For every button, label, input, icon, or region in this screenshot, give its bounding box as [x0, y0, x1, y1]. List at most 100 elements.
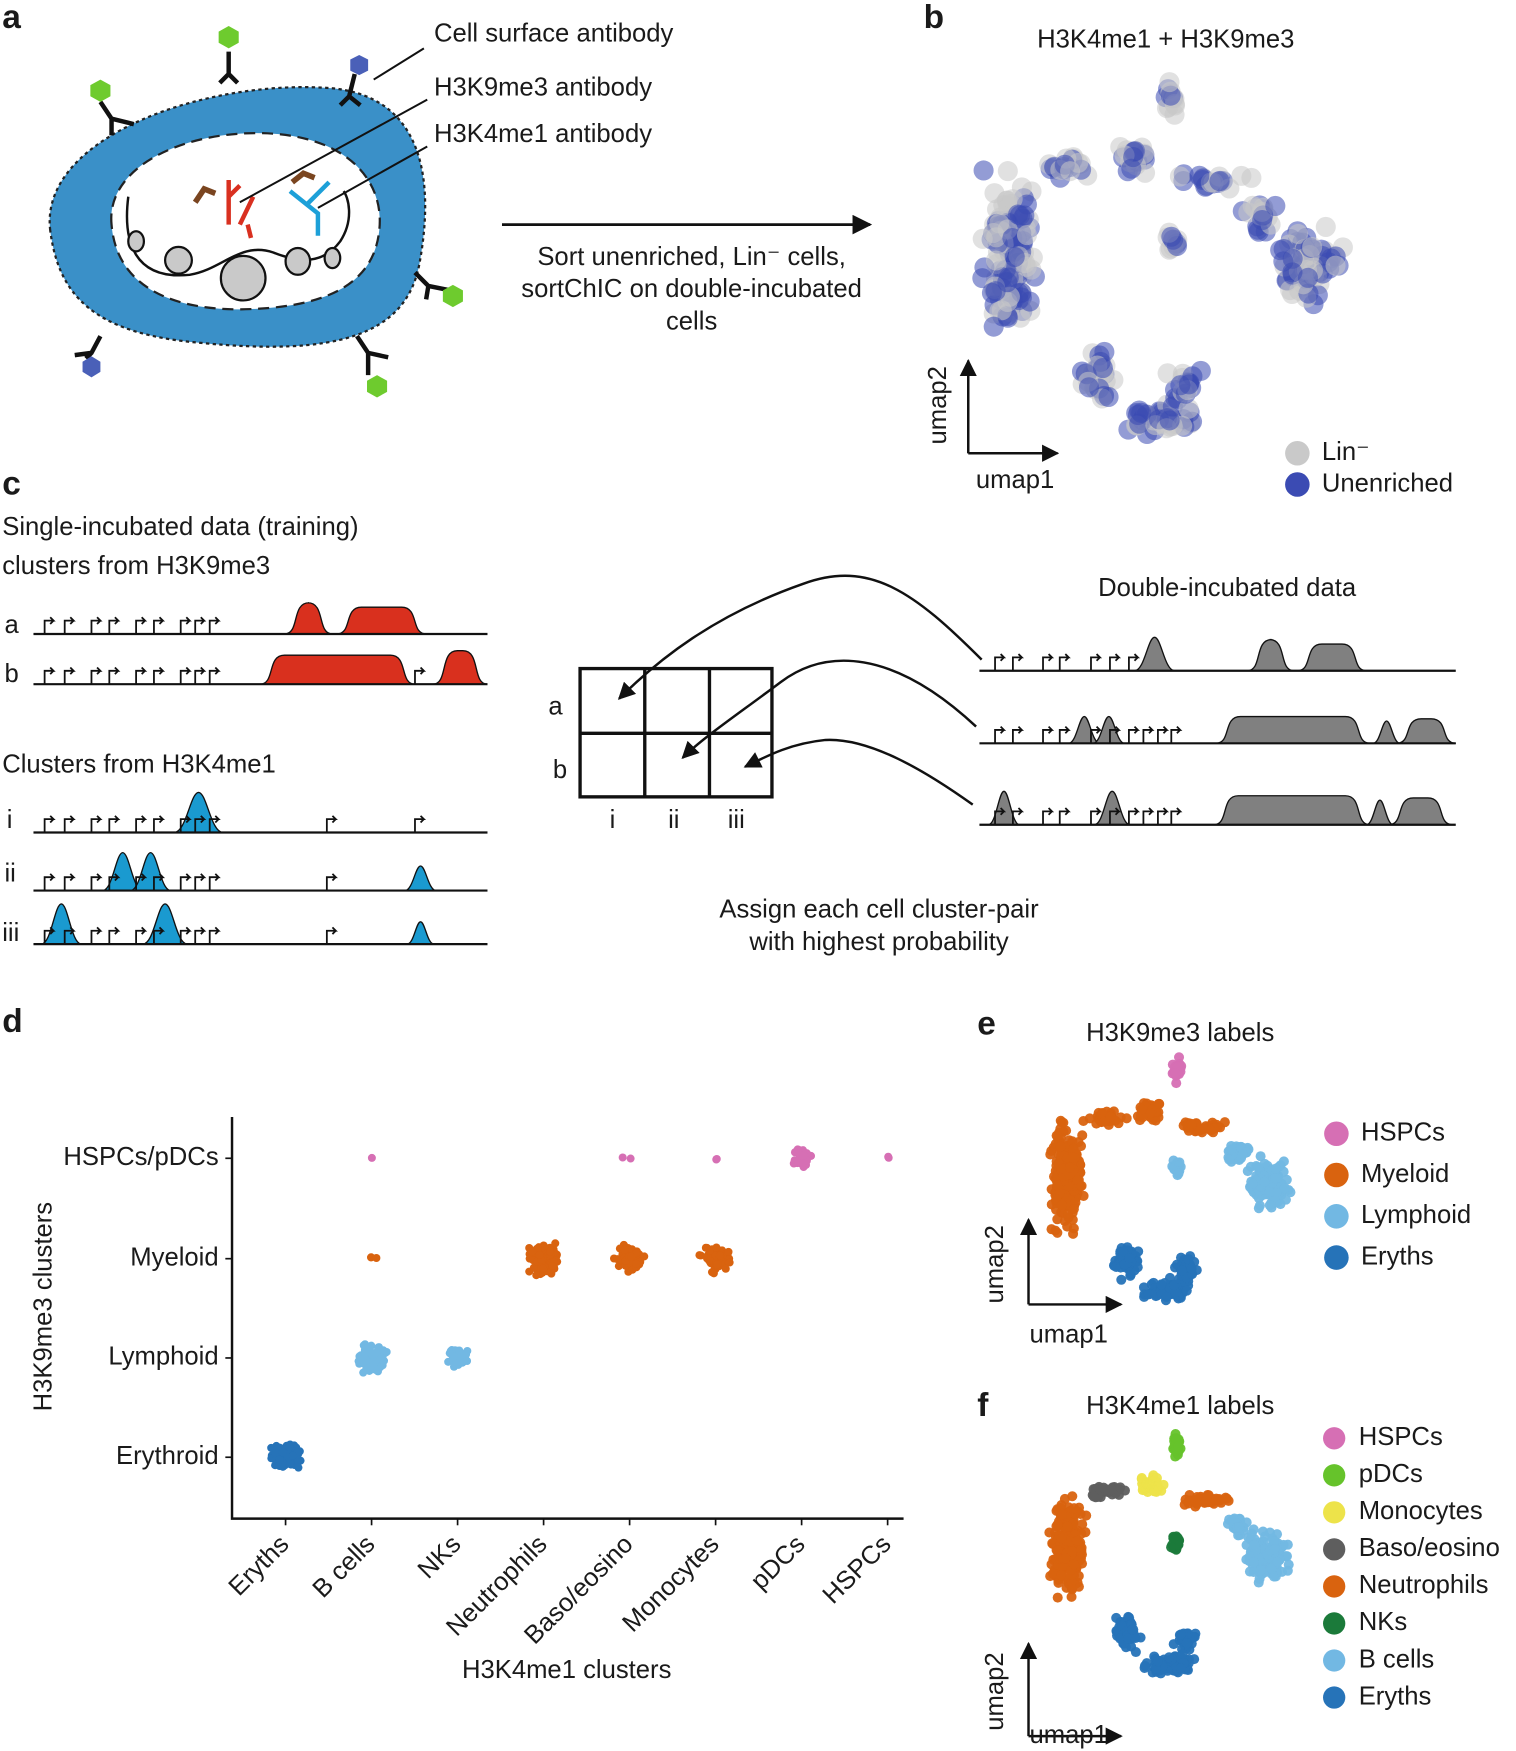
section-title: clusters from H3K9me3 [2, 552, 270, 580]
point [1259, 1176, 1270, 1187]
point [371, 1348, 380, 1357]
legend-label: HSPCs [1361, 1119, 1445, 1147]
tss-flag [90, 616, 103, 634]
point [1173, 1168, 1184, 1179]
point [1052, 1180, 1063, 1191]
domain [1213, 795, 1370, 826]
point [1052, 1592, 1063, 1603]
point [1124, 1252, 1135, 1263]
point [1045, 1149, 1056, 1160]
tss-flag [63, 926, 76, 945]
point [1297, 267, 1319, 288]
tss-flag [994, 725, 1007, 744]
tss-flag [1157, 725, 1169, 744]
point [709, 1269, 718, 1278]
tss-flag [208, 873, 221, 891]
point [1226, 1144, 1237, 1155]
point [1092, 358, 1113, 379]
point [1175, 1663, 1186, 1674]
domain [1388, 797, 1453, 826]
legend: HSPCs Myeloid Lymphoid Eryths [1324, 1119, 1471, 1270]
tss-flag [43, 616, 56, 634]
tss-flag [153, 926, 166, 945]
point [1153, 1098, 1164, 1109]
point [1268, 1536, 1279, 1547]
point [712, 1155, 721, 1164]
point [613, 1255, 622, 1264]
tss-flag [1012, 807, 1024, 825]
point [1302, 237, 1323, 258]
row-label: b [4, 660, 18, 688]
tss-flag [108, 873, 121, 891]
point [1076, 1180, 1087, 1191]
y-tick-label: HSPCs/pDCs [63, 1143, 218, 1171]
point [799, 1151, 808, 1160]
point [285, 1459, 294, 1468]
point [285, 1442, 294, 1451]
point [1058, 1117, 1069, 1128]
point [715, 1251, 724, 1260]
point [1249, 1539, 1260, 1550]
point [528, 1247, 537, 1256]
panel-title: H3K4me1 labels [1086, 1392, 1274, 1420]
legend-marker [1324, 1121, 1349, 1147]
tss-flag [90, 666, 103, 685]
x-tick-label: B cells [307, 1530, 380, 1603]
point [1111, 1612, 1122, 1623]
panel-label: d [2, 1003, 22, 1040]
legend-label: Neutrophils [1359, 1571, 1489, 1599]
row-label: iii [2, 919, 19, 947]
point [1233, 1522, 1245, 1533]
point [1270, 1163, 1281, 1174]
point [1072, 1535, 1083, 1546]
legend-marker [1323, 1501, 1346, 1524]
point [713, 1260, 722, 1269]
point [1156, 1279, 1167, 1290]
point [627, 1252, 636, 1261]
arrow-text: Sort unenriched, Lin⁻ cells, [537, 243, 846, 271]
legend-label: Monocytes [1359, 1497, 1483, 1525]
point [1052, 1227, 1063, 1238]
peak [1134, 636, 1175, 672]
point [1052, 1214, 1063, 1225]
tss-flag [43, 815, 56, 833]
grid-col-label: iii [728, 806, 745, 834]
grid-row-label: a [548, 692, 563, 720]
tss-flag [153, 666, 166, 685]
point [1053, 1577, 1064, 1588]
point [548, 1261, 557, 1270]
tss-flag [208, 666, 221, 685]
point [703, 1243, 712, 1252]
peak [130, 851, 171, 892]
axis-label: umap1 [1029, 1721, 1107, 1749]
point [367, 1153, 376, 1162]
umap-cloud [1045, 1052, 1296, 1306]
point [1145, 1479, 1156, 1490]
point [458, 1358, 467, 1367]
tss-flag [1170, 725, 1183, 744]
domain [1247, 638, 1295, 672]
point [1191, 1492, 1203, 1503]
annotation: Cell surface antibody [434, 20, 674, 48]
legend-label: Eryths [1361, 1242, 1434, 1270]
point [1151, 1472, 1162, 1484]
point [1181, 1638, 1192, 1649]
domain [432, 650, 488, 685]
tss-flag [179, 616, 192, 634]
point [1186, 1118, 1197, 1129]
legend-label: Unenriched [1322, 469, 1453, 497]
point [455, 1346, 464, 1355]
grid-col-label: ii [668, 806, 679, 834]
point [1241, 1517, 1252, 1528]
point [712, 1243, 721, 1252]
tss-flag [135, 815, 148, 833]
point [620, 1245, 629, 1254]
domain [1297, 643, 1367, 672]
point [1264, 1187, 1275, 1198]
section-title: Double-incubated data [1098, 574, 1357, 602]
point [1060, 161, 1081, 182]
tss-flag [1109, 725, 1122, 744]
row-label: ii [4, 860, 15, 888]
point [1118, 1246, 1129, 1257]
point [1247, 1178, 1258, 1189]
